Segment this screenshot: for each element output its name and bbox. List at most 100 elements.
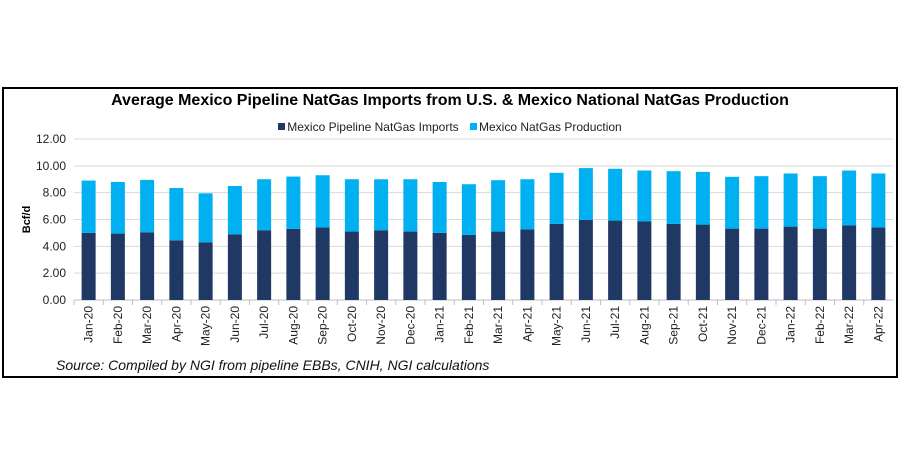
bar-production (812, 176, 827, 229)
bar-imports (520, 229, 535, 300)
legend: Mexico Pipeline NatGas Imports Mexico Na… (0, 120, 900, 134)
bar-production (286, 176, 301, 229)
source-note: Source: Compiled by NGI from pipeline EB… (56, 357, 490, 373)
legend-swatch-imports (278, 123, 286, 130)
bar-imports (637, 221, 652, 300)
legend-label-production: Mexico NatGas Production (479, 120, 622, 134)
bar-imports (461, 234, 476, 300)
bar-production (315, 175, 330, 228)
x-tick-label: Oct-20 (345, 306, 359, 342)
x-tick-label: Mar-21 (491, 306, 505, 344)
y-tick-label: 10.00 (36, 159, 66, 173)
legend-item-production: Mexico NatGas Production (470, 120, 622, 134)
x-tick-label: May-20 (199, 306, 213, 346)
x-tick-label: Jan-21 (433, 306, 447, 343)
bar-imports (110, 233, 125, 300)
bar-imports (842, 225, 857, 300)
x-tick-label: Apr-22 (871, 306, 885, 342)
legend-swatch-production (470, 123, 477, 130)
chart-frame (2, 87, 898, 378)
x-tick-label: Sep-20 (316, 306, 330, 345)
x-tick-label: Oct-21 (696, 306, 710, 342)
x-tick-label: Feb-22 (813, 306, 827, 344)
x-tick-label: Jul-21 (608, 306, 622, 339)
y-tick-label: 12.00 (36, 132, 66, 146)
bar-production (403, 179, 418, 232)
bar-imports (257, 230, 272, 300)
bar-production (491, 180, 506, 232)
bar-production (695, 171, 710, 225)
bar-production (666, 171, 681, 224)
chart-title: Average Mexico Pipeline NatGas Imports f… (111, 92, 789, 109)
bar-imports (578, 219, 593, 300)
bar-imports (227, 234, 242, 300)
bar-production (520, 179, 535, 230)
bar-imports (549, 223, 564, 300)
bar-production (578, 168, 593, 220)
x-tick-label: Dec-21 (754, 306, 768, 345)
y-tick-label: 6.00 (43, 213, 67, 227)
x-tick-label: Feb-21 (462, 306, 476, 344)
bar-imports (344, 231, 359, 300)
x-tick-label: Aug-21 (637, 306, 651, 345)
x-tick-label: Mar-22 (842, 306, 856, 344)
bar-production (227, 185, 242, 235)
bar-production (842, 170, 857, 226)
bar-imports (140, 232, 155, 300)
bar-imports (315, 227, 330, 300)
bar-imports (608, 220, 623, 300)
bar-production (140, 179, 155, 233)
bar-production (608, 168, 623, 221)
bar-imports (666, 223, 681, 300)
bar-imports (783, 226, 798, 300)
x-tick-label: Feb-20 (111, 306, 125, 344)
bar-imports (198, 242, 213, 300)
x-tick-label: Jul-20 (257, 306, 271, 339)
bar-imports (169, 240, 184, 300)
x-tick-label: Dec-20 (403, 306, 417, 345)
x-tick-label: Jun-21 (579, 306, 593, 343)
bar-imports (81, 232, 96, 300)
bar-production (461, 184, 476, 235)
y-tick-label: 0.00 (43, 293, 67, 307)
bar-production (637, 170, 652, 222)
bar-imports (754, 228, 769, 300)
bar-imports (403, 231, 418, 300)
x-tick-label: Jan-22 (784, 306, 798, 343)
x-tick-label: Jan-20 (82, 306, 96, 343)
bar-imports (812, 228, 827, 300)
bar-production (432, 181, 447, 233)
x-tick-label: Apr-20 (169, 306, 183, 342)
bar-production (725, 176, 740, 229)
bar-imports (286, 228, 301, 300)
x-tick-label: Sep-21 (667, 306, 681, 345)
bar-production (871, 173, 886, 228)
x-tick-label: Apr-21 (520, 306, 534, 342)
bar-imports (695, 224, 710, 300)
bar-production (549, 172, 564, 224)
x-tick-label: Mar-20 (140, 306, 154, 344)
bar-imports (491, 231, 506, 300)
bar-production (783, 173, 798, 227)
x-tick-label: Nov-20 (374, 306, 388, 345)
x-tick-label: May-21 (550, 306, 564, 346)
y-tick-label: 2.00 (43, 266, 67, 280)
bar-production (374, 179, 389, 231)
x-tick-label: Nov-21 (725, 306, 739, 345)
x-tick-label: Aug-20 (286, 306, 300, 345)
bar-imports (374, 230, 389, 300)
bar-production (110, 181, 125, 234)
y-tick-label: 8.00 (43, 186, 67, 200)
x-tick-label: Jun-20 (228, 306, 242, 343)
bar-imports (432, 232, 447, 300)
bar-production (169, 187, 184, 241)
bar-production (257, 179, 272, 231)
y-tick-label: 4.00 (43, 239, 67, 253)
bar-production (754, 176, 769, 229)
y-axis-label: Bcf/d (21, 206, 33, 234)
legend-label-imports: Mexico Pipeline NatGas Imports (287, 120, 459, 134)
legend-item-imports: Mexico Pipeline NatGas Imports (278, 120, 459, 134)
bar-production (198, 193, 213, 243)
bar-imports (725, 228, 740, 300)
